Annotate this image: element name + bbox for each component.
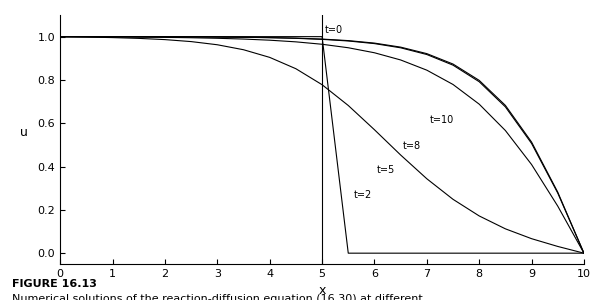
Text: t=5: t=5 bbox=[377, 165, 396, 175]
Text: t=10: t=10 bbox=[429, 115, 454, 125]
Text: t=0: t=0 bbox=[324, 25, 343, 35]
Text: t=8: t=8 bbox=[403, 141, 421, 151]
Text: Numerical solutions of the reaction-diffusion equation (16.30) at different: Numerical solutions of the reaction-diff… bbox=[12, 294, 423, 300]
Text: t=2: t=2 bbox=[353, 190, 372, 200]
Text: FIGURE 16.13: FIGURE 16.13 bbox=[12, 279, 97, 289]
X-axis label: x: x bbox=[318, 284, 326, 297]
Y-axis label: u: u bbox=[20, 127, 28, 140]
